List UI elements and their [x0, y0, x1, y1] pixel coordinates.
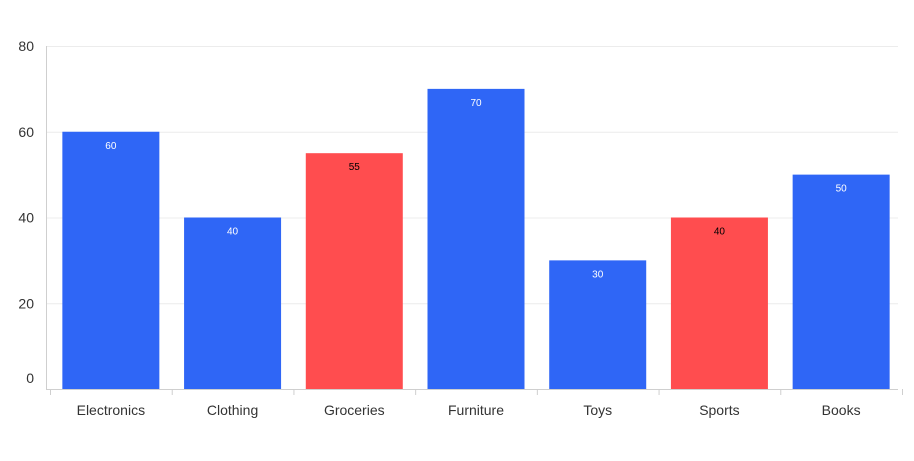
bar-toys[interactable]	[549, 260, 647, 389]
data-label: 40	[227, 227, 239, 238]
x-tick-label: Sports	[699, 402, 739, 418]
data-label: 60	[105, 141, 117, 152]
x-tick-label: Groceries	[324, 402, 385, 418]
data-label: 70	[470, 98, 482, 109]
data-label: 40	[714, 227, 726, 238]
bars	[62, 88, 890, 390]
x-tick-label: Electronics	[77, 402, 145, 418]
y-axis-ticks: 0 20 40 60 80	[18, 38, 34, 386]
axes	[46, 46, 903, 395]
x-tick-label: Toys	[583, 402, 612, 418]
data-label: 55	[349, 162, 361, 173]
y-tick-label: 20	[18, 295, 34, 311]
data-label: 30	[592, 269, 604, 280]
y-tick-label: 60	[18, 124, 34, 140]
data-label: 50	[836, 184, 848, 195]
x-axis-ticks: Electronics Clothing Groceries Furniture Toy…	[77, 402, 861, 418]
bar-clothing[interactable]	[184, 217, 282, 390]
bar-sports[interactable]	[670, 217, 768, 390]
x-tick-label: Furniture	[448, 402, 504, 418]
x-tick-label: Clothing	[207, 402, 258, 418]
x-tick-label: Books	[822, 402, 861, 418]
bar-groceries[interactable]	[305, 153, 403, 389]
y-tick-label: 40	[18, 210, 34, 226]
y-tick-label: 80	[18, 38, 34, 54]
bar-electronics[interactable]	[62, 131, 160, 389]
data-labels: 60 40 55 70 30 40 50	[105, 98, 847, 281]
bar-books[interactable]	[792, 174, 890, 389]
bar-furniture[interactable]	[427, 88, 525, 389]
y-tick-label: 0	[26, 370, 34, 386]
